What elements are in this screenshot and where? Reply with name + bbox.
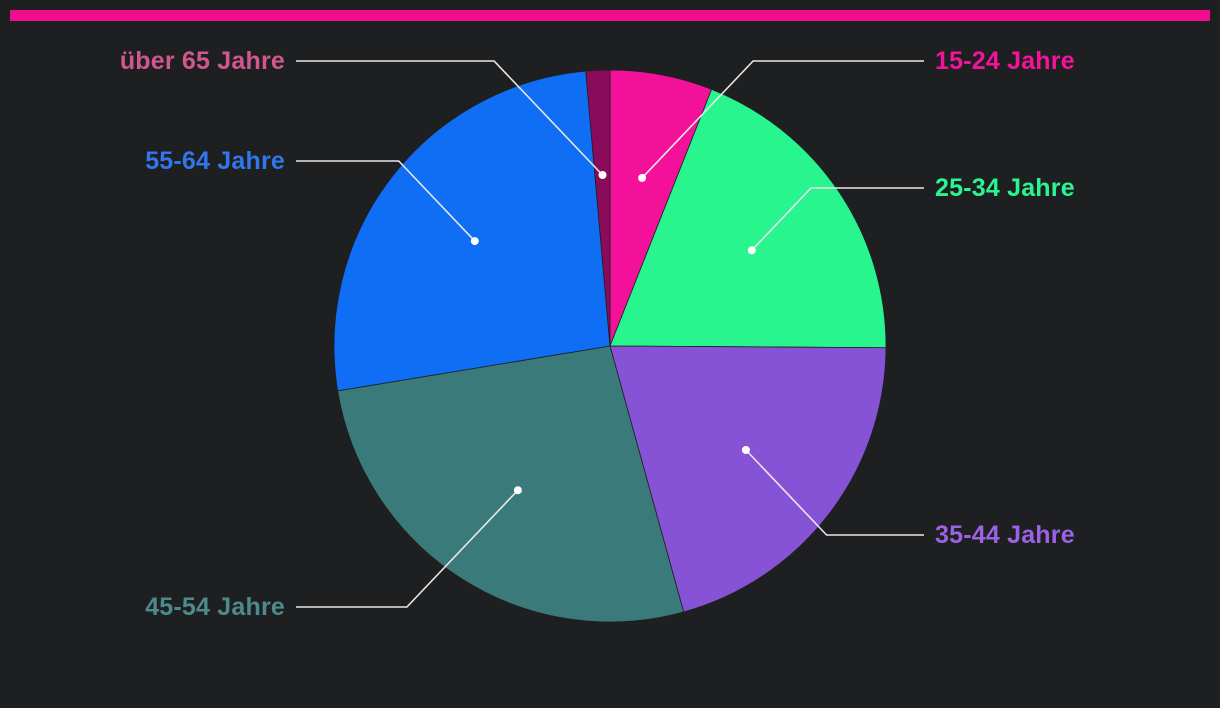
slice-label-25-34-jahre: 25-34 Jahre [935,174,1075,202]
leader-line-25-34-jahre [751,187,924,251]
pie-slice-45-54-jahre [337,345,685,623]
leader-line-ber-65-jahre [296,60,604,176]
leader-dot-ber-65-jahre [598,171,607,179]
leader-line-45-54-jahre [296,489,519,608]
leader-dot-55-64-jahre [470,237,479,246]
pie-slice-55-64-jahre [333,70,611,392]
leader-dot-35-44-jahre [741,446,750,454]
leader-line-15-24-jahre [641,60,924,179]
leader-dot-45-54-jahre [513,486,522,495]
pie-slice-35-44-jahre [609,345,887,613]
pie-slice-25-34-jahre [609,88,887,349]
leader-dot-25-34-jahre [747,246,756,255]
slice-label-35-44-jahre: 35-44 Jahre [935,521,1075,549]
slice-label-45-54-jahre: 45-54 Jahre [145,593,285,621]
pie-slices [333,69,887,623]
leader-dot-15-24-jahre [638,173,647,182]
leader-line-35-44-jahre [745,449,924,536]
slice-labels: 15-24 Jahre 25-34 Jahre 35-44 Jahre 45-54 J… [120,47,1075,621]
slice-label-55-64-jahre: 55-64 Jahre [145,147,285,175]
pie-slice-ber-65-jahre [585,69,611,347]
top-accent-bar [10,10,1210,21]
slice-label-15-24-jahre: 15-24 Jahre [935,47,1075,75]
leader-line-55-64-jahre [296,160,476,242]
label-leaders [296,60,924,608]
slice-label-ber-65-jahre: über 65 Jahre [120,47,285,75]
